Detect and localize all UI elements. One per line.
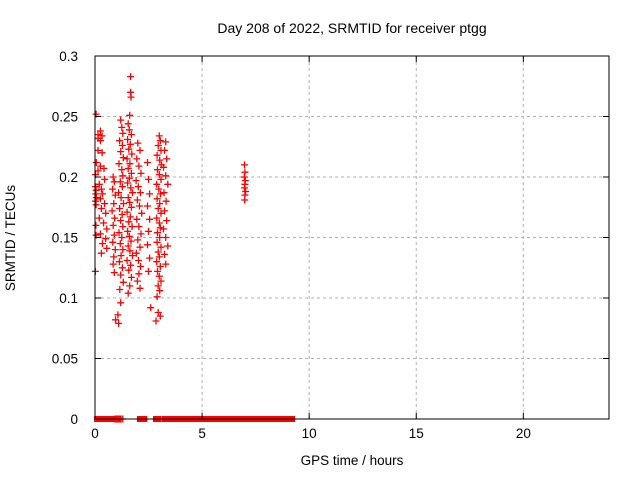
x-tick-label: 0 <box>91 426 99 441</box>
y-axis-label: SRMTID / TECUs <box>3 185 18 292</box>
scatter-points <box>91 73 250 327</box>
y-tick-label: 0.2 <box>59 170 78 185</box>
y-tick-label: 0.25 <box>52 110 78 125</box>
chart-title: Day 208 of 2022, SRMTID for receiver ptg… <box>217 20 486 36</box>
grid-layer <box>95 56 609 419</box>
data-points-layer <box>91 73 296 423</box>
y-tick-label: 0.05 <box>52 352 78 367</box>
x-axis-label: GPS time / hours <box>301 453 404 468</box>
y-tick-label: 0 <box>70 412 78 427</box>
x-tick-label: 5 <box>198 426 206 441</box>
x-tick-label: 10 <box>302 426 317 441</box>
x-tick-label: 20 <box>516 426 531 441</box>
y-tick-label: 0.15 <box>52 231 78 246</box>
x-tick-label: 15 <box>409 426 424 441</box>
axes-frame-layer <box>94 55 610 420</box>
y-tick-label: 0.1 <box>59 291 78 306</box>
tick-labels-layer: 0 5 10 15 20 0 0.05 0.1 0.15 0.2 0.25 0.3 <box>52 49 531 441</box>
y-tick-label: 0.3 <box>59 49 78 64</box>
plot-border <box>94 55 610 420</box>
